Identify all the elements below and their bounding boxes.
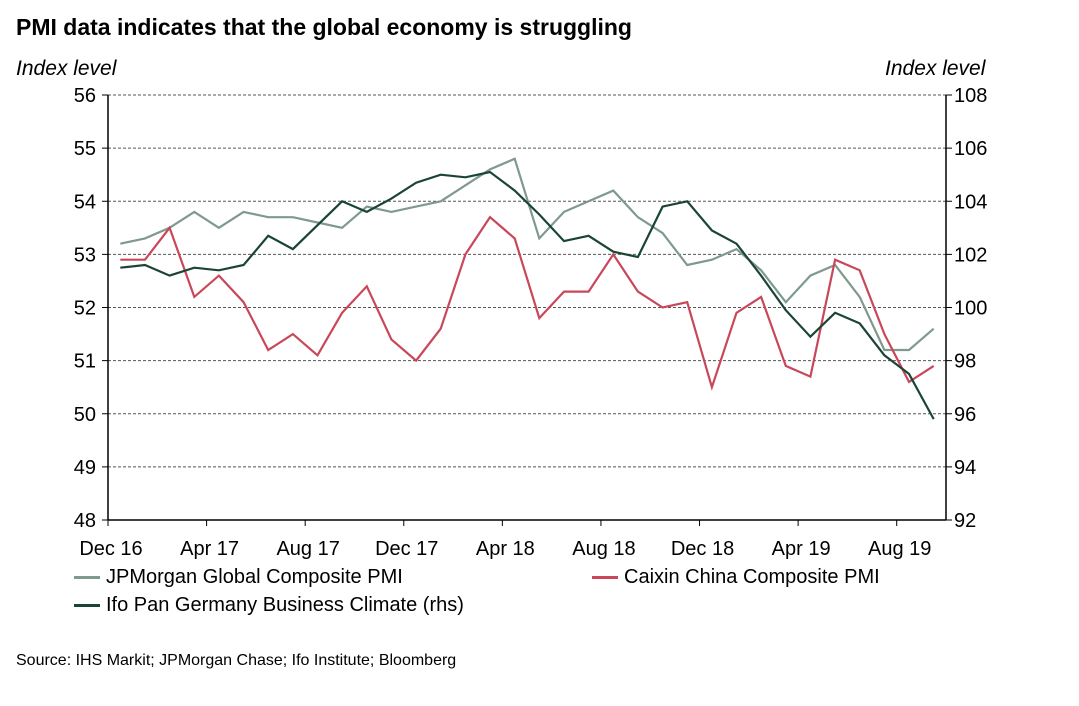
right-tick-label: 106 (954, 138, 987, 160)
left-tick-label: 52 (74, 298, 96, 320)
right-tick-label: 108 (954, 85, 987, 107)
legend-swatch (592, 576, 618, 579)
legend-label: Ifo Pan Germany Business Climate (rhs) (106, 594, 464, 616)
right-tick-label: 104 (954, 191, 987, 213)
left-tick-label: 51 (74, 351, 96, 373)
left-tick-label: 55 (74, 138, 96, 160)
x-tick-label: Aug 18 (572, 538, 635, 560)
right-tick-label: 92 (954, 510, 976, 532)
x-tick-label: Apr 19 (772, 538, 831, 560)
x-tick-label: Dec 16 (79, 538, 142, 560)
left-tick-label: 54 (74, 191, 96, 213)
legend-swatch (74, 604, 100, 607)
legend-label: JPMorgan Global Composite PMI (106, 566, 403, 588)
left-tick-label: 56 (74, 85, 96, 107)
x-tick-label: Aug 19 (868, 538, 931, 560)
right-axis-label: Index level (885, 57, 986, 80)
legend-item-jpmorgan: JPMorgan Global Composite PMI (74, 566, 403, 589)
chart-title: PMI data indicates that the global econo… (16, 14, 632, 40)
x-tick-label: Apr 17 (180, 538, 239, 560)
left-tick-label: 48 (74, 510, 96, 532)
series-line-ifo (120, 170, 935, 420)
right-tick-label: 94 (954, 457, 976, 479)
left-tick-label: 50 (74, 404, 96, 426)
x-tick-label: Apr 18 (476, 538, 535, 560)
series-line-caixin (120, 215, 935, 391)
legend-item-caixin: Caixin China Composite PMI (592, 566, 880, 589)
x-tick-label: Aug 17 (276, 538, 339, 560)
left-axis-label: Index level (16, 57, 117, 80)
series-line-jpmorgan (120, 157, 935, 352)
right-tick-label: 102 (954, 244, 987, 266)
right-tick-label: 98 (954, 351, 976, 373)
x-tick-label: Dec 17 (375, 538, 438, 560)
left-tick-label: 53 (74, 244, 96, 266)
source-note: Source: IHS Markit; JPMorgan Chase; Ifo … (16, 652, 457, 669)
left-tick-label: 49 (74, 457, 96, 479)
legend-item-ifo: Ifo Pan Germany Business Climate (rhs) (74, 594, 464, 617)
x-tick-label: Dec 18 (671, 538, 734, 560)
legend-swatch (74, 576, 100, 579)
legend-label: Caixin China Composite PMI (624, 566, 880, 588)
right-tick-label: 100 (954, 298, 987, 320)
right-tick-label: 96 (954, 404, 976, 426)
